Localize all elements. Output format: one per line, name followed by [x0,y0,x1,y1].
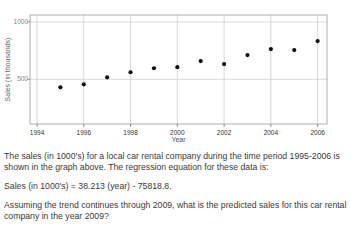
y-grid-line [30,79,327,80]
y-tick-label: 1000 [14,18,29,25]
x-tick-label: 2002 [217,129,232,136]
x-tick-label: 1994 [30,129,45,136]
data-point [199,59,203,63]
x-grid-line [177,15,178,124]
y-grid-line [30,21,327,22]
text-line: company in the year 2009? [4,211,348,222]
text-line: shown in the graph above. The regression… [4,162,348,173]
x-tick-label: 1998 [123,129,138,136]
paragraph: Sales (in 1000's) = 38.213 (year) - 7581… [4,181,348,192]
paragraph: Assuming the trend continues through 200… [4,200,348,222]
data-point [222,62,226,66]
x-tick [270,124,271,127]
y-tick-label: 500 [17,75,28,82]
chart: 1994 1996 1998 2000 2002 2004 2006 500 1000 Year S… [0,0,350,146]
data-point [269,47,273,51]
x-tick [224,124,225,127]
text-line: Sales (in 1000's) = 38.213 (year) - 7581… [4,181,348,192]
x-tick-label: 1996 [77,129,92,136]
data-point [175,65,179,69]
data-point [245,53,249,57]
x-tick [83,124,84,127]
paragraph: The sales (in 1000's) for a local car re… [4,151,348,173]
plot-frame [30,15,327,124]
points [58,39,319,89]
x-grid-line [224,15,225,124]
x-grid-line [270,15,271,124]
x-axis-label: Year [171,136,186,143]
x-tick [130,124,131,127]
text-line: Assuming the trend continues through 200… [4,200,348,211]
x-tick [177,124,178,127]
data-point [292,48,296,52]
y-axis-label: Sales (in thousands) [4,38,12,102]
data-point [105,75,109,79]
data-point [58,85,62,89]
x-grid-line [130,15,131,124]
data-point [152,66,156,70]
data-point [82,82,86,86]
x-tick-label: 2000 [170,129,185,136]
x-grid-line [37,15,38,124]
data-point [316,39,320,43]
x-tick-label: 2004 [264,129,279,136]
x-grid-line [83,15,84,124]
text-line: The sales (in 1000's) for a local car re… [4,151,348,162]
x-tick-label: 2006 [310,129,325,136]
data-point [128,70,132,74]
x-tick [37,124,38,127]
x-tick [317,124,318,127]
x-grid-line [317,15,318,124]
